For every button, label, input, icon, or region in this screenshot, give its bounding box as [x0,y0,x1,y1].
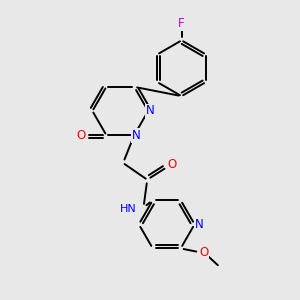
Text: O: O [77,129,86,142]
Text: N: N [195,218,203,231]
Text: N: N [146,104,154,118]
Text: O: O [167,158,177,171]
Text: N: N [132,129,140,142]
Text: O: O [199,246,208,259]
Text: F: F [178,17,185,30]
Text: HN: HN [120,204,137,214]
